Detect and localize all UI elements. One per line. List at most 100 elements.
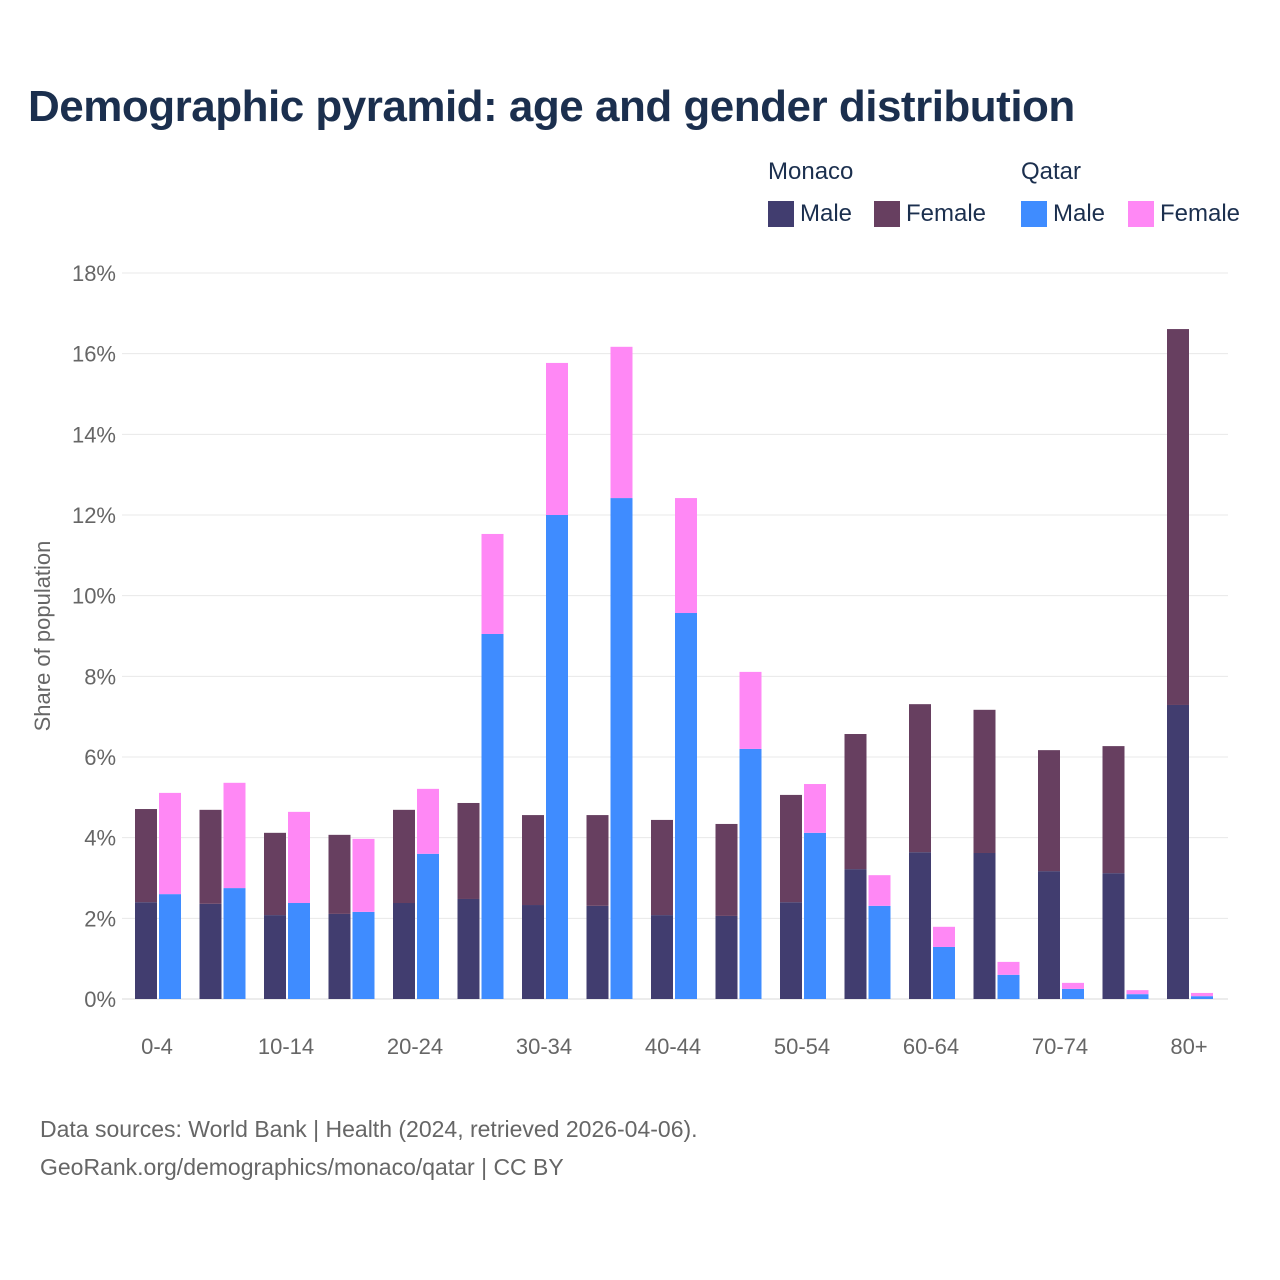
legend-qatar-male[interactable]: Male	[1021, 200, 1105, 228]
bar-qatar-female: 5-9 Qatar Female: 2.61%	[223, 782, 246, 889]
bar-monaco-male: 0-4 Monaco Male: 2.4%	[135, 902, 157, 999]
y-tick-label: 18%	[72, 261, 116, 286]
bar-qatar-male: 20-24 Qatar Male: 3.6%	[417, 853, 439, 999]
bar-monaco-male: 60-64 Monaco Male: 3.64%	[909, 852, 931, 999]
bar-qatar-female: 35-39 Qatar Female: 3.75%	[610, 346, 633, 499]
chart-title: Demographic pyramid: age and gender dist…	[28, 82, 1075, 131]
bar-monaco-female: 70-74 Monaco Female: 3%	[1038, 750, 1060, 872]
bar-monaco-male: 45-49 Monaco Male: 2.06%	[715, 915, 738, 999]
bar-qatar-female: 20-24 Qatar Female: 1.61%	[417, 788, 439, 854]
bar-qatar-male: 30-34 Qatar Male: 12%	[546, 515, 568, 999]
bar-monaco-male: 55-59 Monaco Male: 3.22%	[844, 869, 867, 999]
bar-qatar-male: 80+ Qatar Male: 0.07%	[1191, 996, 1213, 999]
bar-qatar-female: 50-54 Qatar Female: 1.21%	[804, 784, 826, 833]
bar-monaco-male: 50-54 Monaco Male: 2.4%	[780, 902, 802, 999]
legend-label: Female	[906, 200, 987, 227]
bar-qatar-male: 10-14 Qatar Male: 2.38%	[288, 903, 310, 999]
bar-qatar-male: 0-4 Qatar Male: 2.6%	[159, 894, 181, 999]
bar-qatar-female: 65-69 Qatar Female: 0.32%	[997, 961, 1020, 975]
source-line-1: Data sources: World Bank | Health (2024,…	[40, 1116, 698, 1142]
legend-monaco-male[interactable]: Male	[768, 200, 852, 228]
y-tick-label: 8%	[84, 664, 116, 689]
bar-monaco-female: 80+ Monaco Female: 9.32%	[1167, 329, 1189, 705]
legend-group-monaco: Monaco	[768, 158, 854, 185]
y-tick-label: 12%	[72, 503, 116, 528]
legend-label: Female	[1160, 200, 1241, 227]
y-tick-label: 4%	[84, 826, 116, 851]
x-tick-label: 10-14	[258, 1034, 314, 1059]
x-tick-label: 20-24	[387, 1034, 443, 1059]
bar-monaco-male: 75-79 Monaco Male: 3.12%	[1102, 873, 1125, 999]
x-tick-label: 0-4	[141, 1034, 173, 1059]
legend-qatar-female[interactable]: Female	[1128, 200, 1240, 228]
x-tick-label: 70-74	[1032, 1034, 1088, 1059]
bar-qatar-male: 70-74 Qatar Male: 0.25%	[1062, 988, 1084, 999]
y-tick-label: 0%	[84, 987, 116, 1012]
legend-swatch-icon	[1128, 201, 1154, 227]
bar-monaco-male: 30-34 Monaco Male: 2.33%	[522, 905, 544, 999]
bar-monaco-male: 80+ Monaco Male: 7.29%	[1167, 704, 1189, 999]
x-tick-label: 40-44	[645, 1034, 701, 1059]
bar-monaco-male: 70-74 Monaco Male: 3.17%	[1038, 871, 1060, 999]
bar-qatar-female: 40-44 Qatar Female: 2.85%	[675, 498, 697, 614]
bar-monaco-male: 5-9 Monaco Male: 2.36%	[199, 903, 222, 999]
bar-monaco-female: 65-69 Monaco Female: 3.55%	[973, 709, 996, 853]
legend-label: Male	[1053, 200, 1106, 227]
bar-qatar-female: 80+ Qatar Female: 0.08%	[1191, 992, 1213, 997]
bar-qatar-female: 15-19 Qatar Female: 1.81%	[352, 838, 375, 912]
x-tick-label: 80+	[1170, 1034, 1207, 1059]
source-line-2: GeoRank.org/demographics/monaco/qatar | …	[40, 1154, 564, 1180]
bar-qatar-female: 75-79 Qatar Female: 0.1%	[1126, 990, 1149, 995]
bar-qatar-female: 70-74 Qatar Female: 0.15%	[1062, 982, 1084, 989]
bar-qatar-male: 40-44 Qatar Male: 9.57%	[675, 613, 697, 999]
bar-qatar-female: 45-49 Qatar Female: 1.91%	[739, 671, 762, 749]
bar-monaco-male: 15-19 Monaco Male: 2.11%	[328, 913, 351, 999]
y-axis-label: Share of population	[30, 541, 55, 732]
bar-monaco-female: 60-64 Monaco Female: 3.67%	[909, 704, 931, 853]
bar-monaco-female: 55-59 Monaco Female: 3.35%	[844, 734, 867, 870]
bar-monaco-male: 40-44 Monaco Male: 2.08%	[651, 915, 673, 999]
bar-monaco-male: 10-14 Monaco Male: 2.08%	[264, 915, 286, 999]
bar-monaco-female: 10-14 Monaco Female: 2.04%	[264, 832, 286, 916]
y-tick-label: 6%	[84, 745, 116, 770]
bar-monaco-female: 25-29 Monaco Female: 2.38%	[457, 802, 480, 899]
legend-swatch-icon	[874, 201, 900, 227]
bar-monaco-female: 35-39 Monaco Female: 2.25%	[586, 815, 609, 906]
bar-monaco-male: 25-29 Monaco Male: 2.48%	[457, 898, 480, 999]
bar-monaco-female: 5-9 Monaco Female: 2.33%	[199, 809, 222, 904]
legend-label: Male	[800, 200, 853, 227]
bar-qatar-male: 5-9 Qatar Male: 2.75%	[223, 888, 246, 999]
legend-group-qatar: Qatar	[1021, 158, 1082, 185]
bar-qatar-female: 60-64 Qatar Female: 0.5%	[933, 926, 955, 947]
x-tick-label: 50-54	[774, 1034, 830, 1059]
bar-monaco-female: 75-79 Monaco Female: 3.15%	[1102, 746, 1125, 874]
bar-qatar-male: 50-54 Qatar Male: 4.12%	[804, 832, 826, 999]
bar-monaco-female: 50-54 Monaco Female: 2.66%	[780, 794, 802, 903]
bar-monaco-female: 15-19 Monaco Female: 1.96%	[328, 834, 351, 914]
bar-monaco-male: 20-24 Monaco Male: 2.38%	[393, 903, 415, 999]
bar-qatar-male: 60-64 Qatar Male: 1.29%	[933, 946, 955, 999]
y-tick-label: 10%	[72, 584, 116, 609]
y-tick-label: 2%	[84, 906, 116, 931]
bar-monaco-female: 0-4 Monaco Female: 2.31%	[135, 809, 157, 903]
bar-qatar-male: 75-79 Qatar Male: 0.12%	[1126, 994, 1149, 999]
bar-qatar-male: 55-59 Qatar Male: 2.31%	[868, 905, 891, 999]
bar-qatar-male: 45-49 Qatar Male: 6.2%	[739, 748, 762, 999]
bar-qatar-male: 25-29 Qatar Male: 9.05%	[481, 633, 504, 999]
legend-swatch-icon	[1021, 201, 1047, 227]
x-tick-label: 60-64	[903, 1034, 959, 1059]
bar-monaco-female: 20-24 Monaco Female: 2.31%	[393, 809, 415, 904]
bar-monaco-female: 45-49 Monaco Female: 2.28%	[715, 823, 738, 916]
bar-qatar-male: 15-19 Qatar Male: 2.16%	[352, 911, 375, 999]
bar-monaco-female: 30-34 Monaco Female: 2.23%	[522, 815, 544, 906]
bar-qatar-female: 10-14 Qatar Female: 2.26%	[288, 811, 310, 904]
legend-swatch-icon	[768, 201, 794, 227]
y-tick-label: 16%	[72, 342, 116, 367]
y-tick-label: 14%	[72, 422, 116, 447]
bar-monaco-female: 40-44 Monaco Female: 2.36%	[651, 819, 673, 916]
bar-monaco-male: 35-39 Monaco Male: 2.31%	[586, 905, 609, 999]
bar-qatar-male: 35-39 Qatar Male: 12.42%	[610, 498, 633, 999]
bar-qatar-female: 25-29 Qatar Female: 2.48%	[481, 533, 504, 634]
legend-monaco-female[interactable]: Female	[874, 200, 986, 228]
